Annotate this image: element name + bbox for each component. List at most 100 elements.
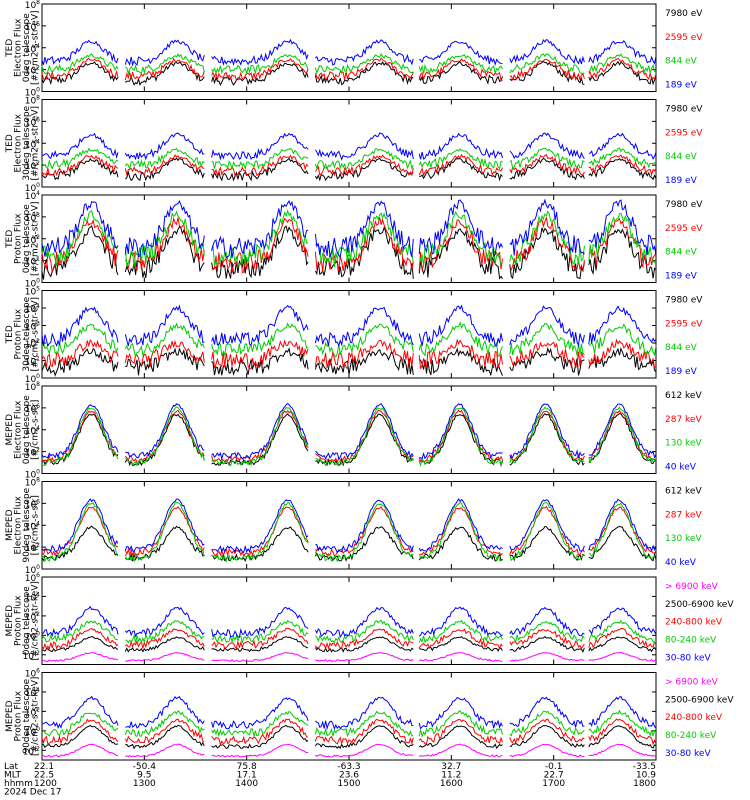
legend-entry: 189 eV <box>665 367 698 377</box>
y-tick-label: 108 <box>25 381 40 393</box>
y-tick-label: 106 <box>25 668 40 680</box>
series-line <box>41 198 657 259</box>
series-line <box>41 695 657 731</box>
panel-frame <box>41 290 657 379</box>
footer-value: 1400 <box>235 779 258 789</box>
legend-entry: > 6900 keV <box>665 678 719 688</box>
y-axis-label: 0deg telescope <box>22 204 32 274</box>
legend-entry: 2595 eV <box>665 224 703 234</box>
y-tick-label: 102 <box>25 706 40 718</box>
series-line <box>41 627 657 651</box>
legend-entry: 7980 eV <box>665 9 703 19</box>
y-tick-label: 104 <box>25 138 40 150</box>
legend-entry: 7980 eV <box>665 296 703 306</box>
footer-value: 17.1 <box>237 771 257 781</box>
footer-value: 10.9 <box>636 771 656 781</box>
y-axis-label: 90deg telescope <box>22 487 32 562</box>
series-line <box>41 57 657 82</box>
y-tick-label: 106 <box>25 116 40 128</box>
y-axis-label: [#/cm2-s-str-eV] <box>31 297 41 372</box>
series-line <box>42 724 657 750</box>
y-tick-label: 102 <box>25 338 40 350</box>
y-axis-label: [#/cm2-s-str-eV] <box>31 201 41 276</box>
y-tick-label: 100 <box>25 726 40 738</box>
y-axis-label: MEPED <box>5 700 15 732</box>
y-axis-label: MEPED <box>5 605 15 637</box>
footer-value: 75.8 <box>237 762 257 772</box>
series-line <box>41 709 657 738</box>
y-tick-label: 101 <box>25 256 40 268</box>
y-tick-label: 10-2 <box>23 745 41 757</box>
series-line <box>41 635 657 653</box>
y-axis-label: [#/cm2-s-str-keV] <box>31 581 41 660</box>
series-line <box>41 52 657 76</box>
y-axis-label: MEPED <box>5 509 15 541</box>
y-tick-label: 104 <box>25 520 40 532</box>
footer-value: 1800 <box>633 779 656 789</box>
y-axis-label: TED <box>5 134 15 153</box>
y-tick-label: 102 <box>25 234 40 246</box>
y-tick-label: 108 <box>25 0 40 11</box>
y-tick-label: 100 <box>25 87 40 99</box>
y-axis-label: 0deg telescope <box>22 13 32 83</box>
y-axis-label: [#/cm2-s-str-eV] <box>31 106 41 181</box>
series-line <box>41 153 657 178</box>
footer-value: 22.1 <box>34 762 54 772</box>
y-tick-label: 102 <box>25 160 40 172</box>
series-line <box>41 718 657 746</box>
legend-entry: 40 keV <box>665 462 697 472</box>
legend-entry: 612 keV <box>665 487 702 497</box>
footer-group: Lat 22.1 -50.4 75.8 -63.3 32.7 -0.1 -33.5 MLT 22.… <box>4 762 656 798</box>
y-axis-label: Electron Flux <box>14 18 24 77</box>
legend-entry: 240-800 keV <box>665 713 723 723</box>
y-axis-label: TED <box>5 325 15 344</box>
y-tick-label: 104 <box>25 591 40 603</box>
panel-frame <box>41 576 657 665</box>
y-tick-label: 106 <box>25 498 40 510</box>
y-axis-label: [#/cm2-s-str-eV] <box>31 10 41 85</box>
series-line <box>41 406 657 467</box>
footer-row-label: MLT <box>4 771 22 781</box>
legend-entry: 287 keV <box>665 415 702 425</box>
legend-entry: 40 keV <box>665 558 697 568</box>
footer-value: 1200 <box>34 779 57 789</box>
y-axis-label: Electron Flux <box>14 113 24 172</box>
y-axis-label: 30deg telescope <box>22 105 32 180</box>
series-line <box>41 132 657 161</box>
series-line <box>41 498 657 554</box>
footer-value: 22.7 <box>544 771 564 781</box>
legend-entry: 80-240 keV <box>665 731 717 741</box>
series-line <box>41 525 657 562</box>
series-line <box>41 338 657 370</box>
y-tick-label: 100 <box>25 278 40 290</box>
legend-entry: > 6900 keV <box>665 582 719 592</box>
footer-date: 2024 Dec 17 <box>4 788 62 798</box>
y-tick-label: 10-2 <box>23 650 41 662</box>
y-tick-label: 100 <box>25 564 40 576</box>
series-line <box>42 501 657 563</box>
legend-entry: 80-240 keV <box>665 635 717 645</box>
legend-entry: 2595 eV <box>665 319 703 329</box>
legend-entry: 2595 eV <box>665 33 703 43</box>
y-tick-label: 108 <box>25 95 40 107</box>
footer-value: 1600 <box>440 779 463 789</box>
y-tick-label: 100 <box>25 469 40 481</box>
y-tick-label: 100 <box>25 373 40 385</box>
legend-entry: 30-80 keV <box>665 653 711 663</box>
series-line <box>41 605 657 639</box>
y-axis-label: TED <box>5 39 15 58</box>
y-axis-label: TED <box>5 230 15 249</box>
series-line <box>41 304 657 348</box>
y-tick-label: 103 <box>25 321 40 333</box>
legend-entry: 2500-6900 keV <box>665 695 734 705</box>
legend-entry: 844 eV <box>665 248 698 258</box>
series-line <box>41 651 657 663</box>
y-tick-label: 104 <box>25 43 40 55</box>
